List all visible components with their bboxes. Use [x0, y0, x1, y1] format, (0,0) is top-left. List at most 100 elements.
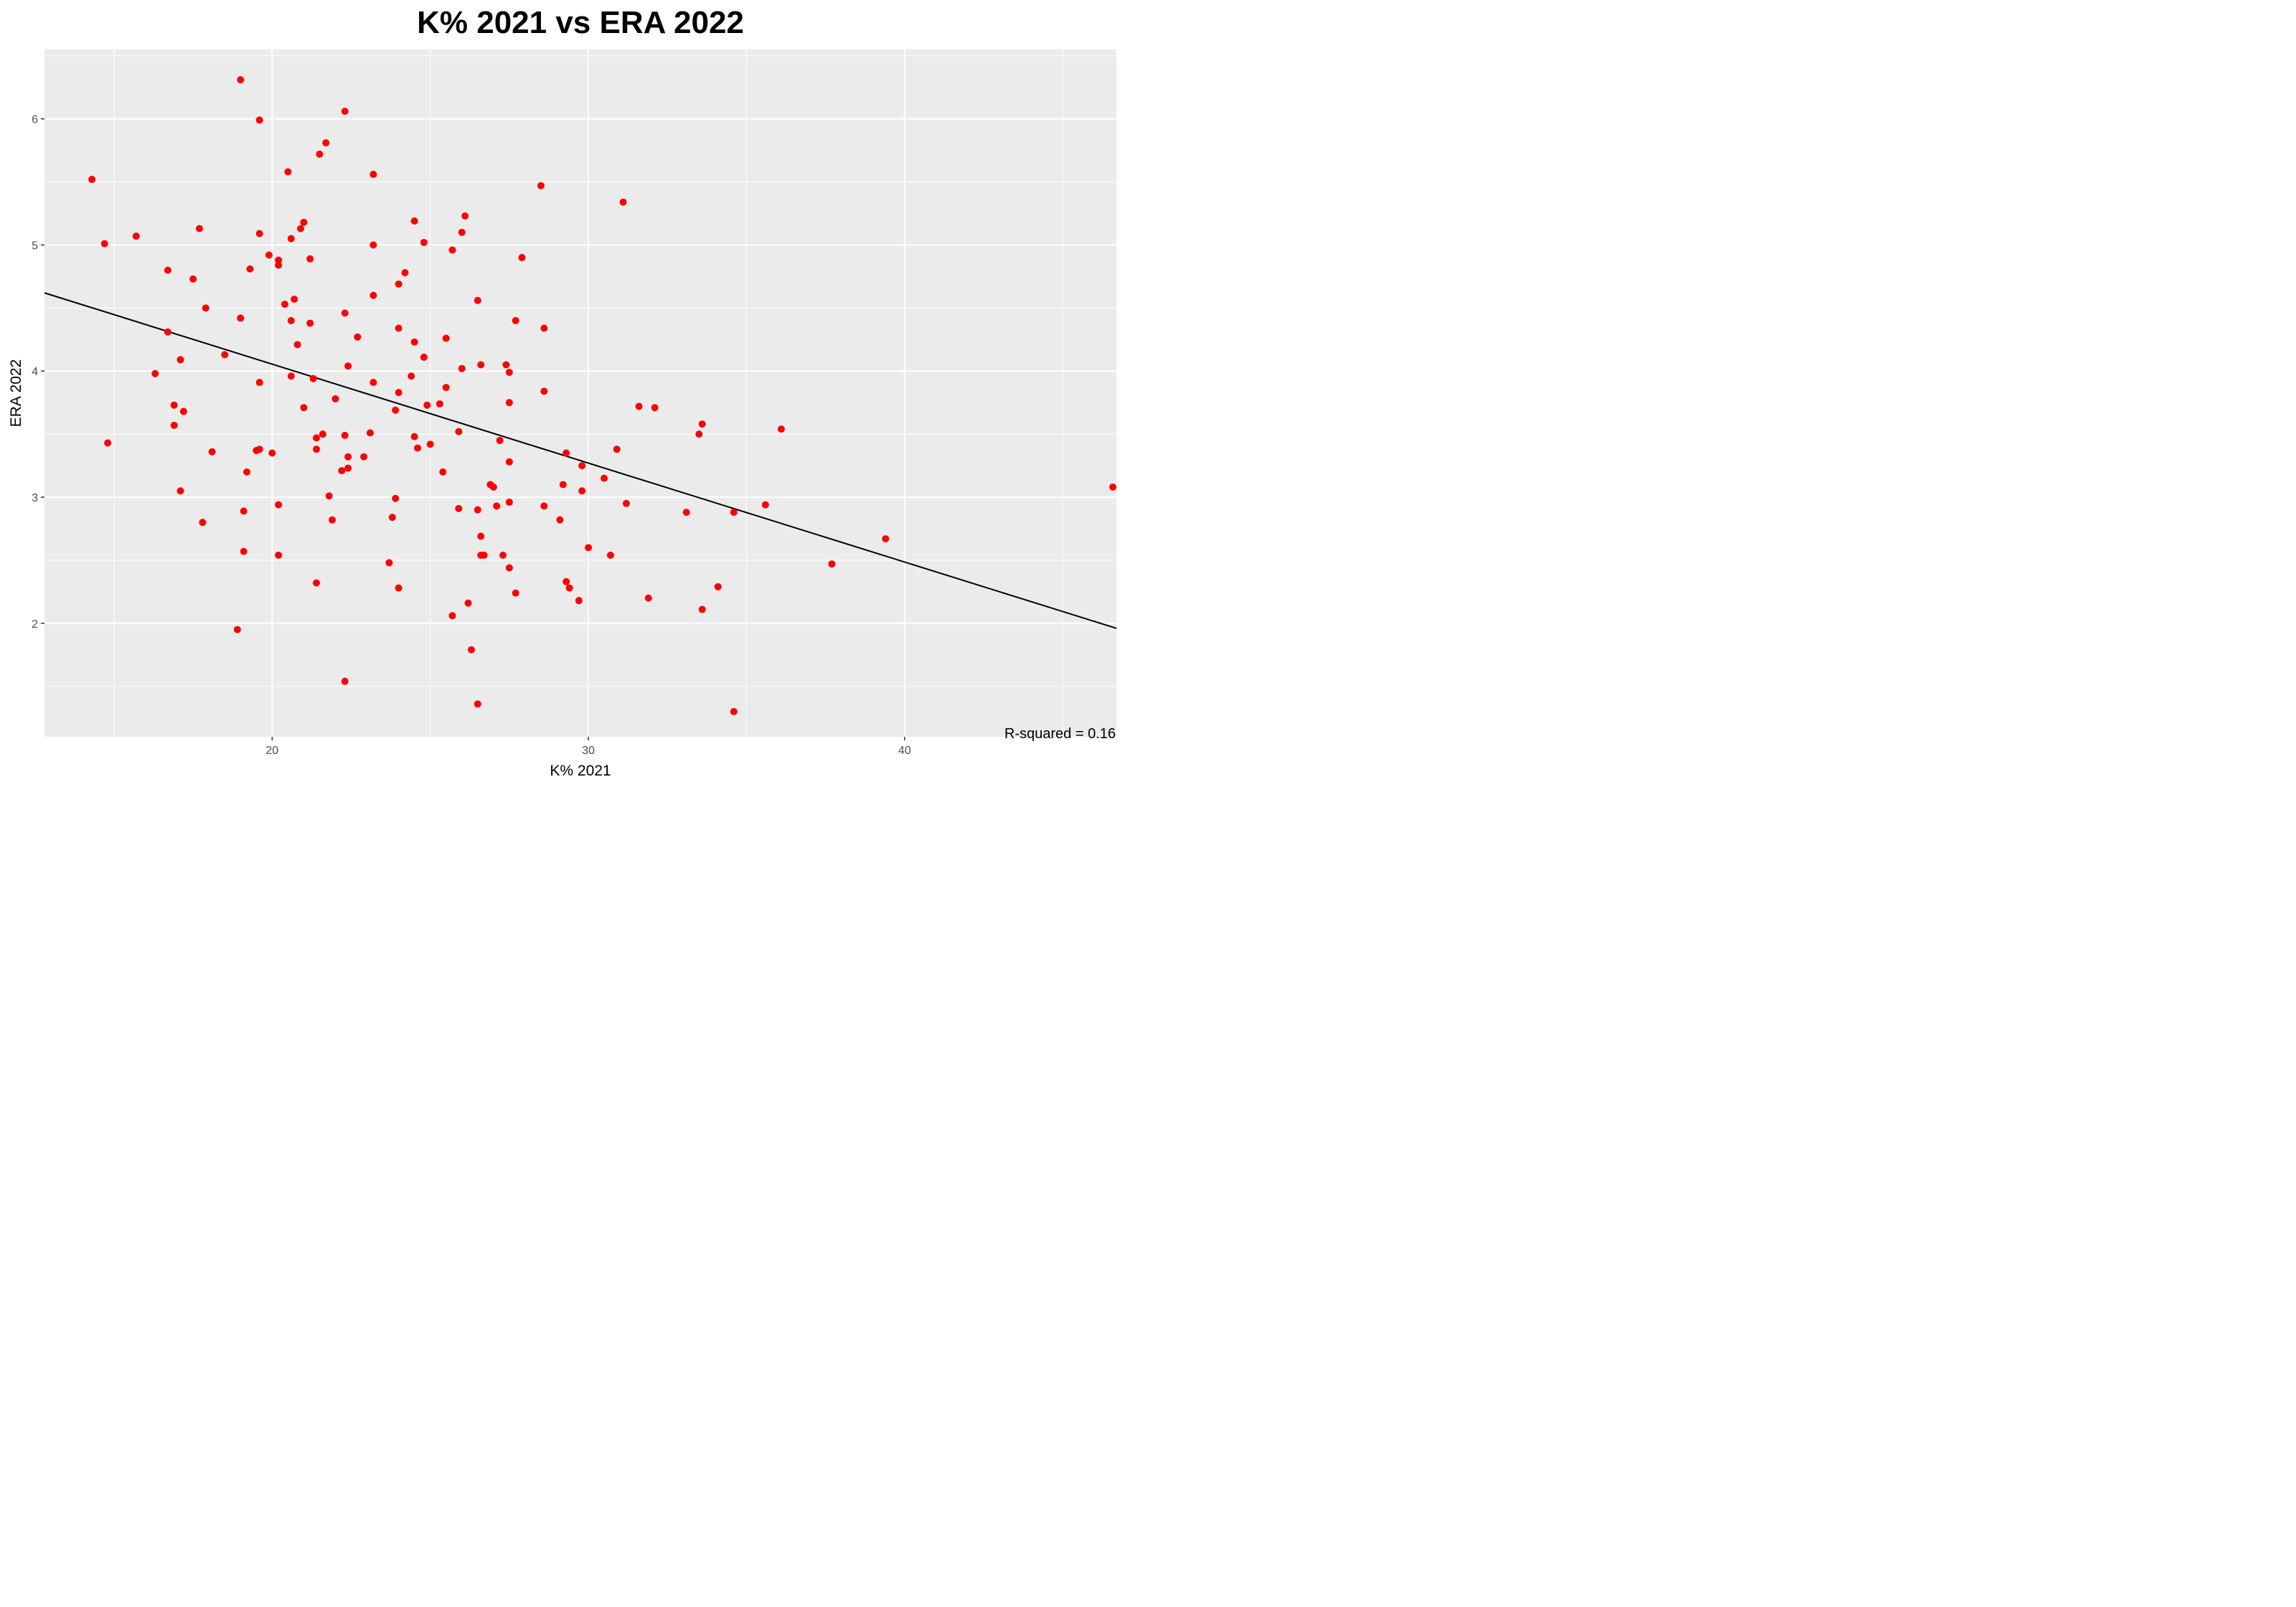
data-point [651, 404, 659, 411]
data-point [499, 552, 507, 559]
data-point [385, 559, 392, 566]
data-point [762, 501, 769, 509]
data-point [202, 304, 210, 311]
data-point [474, 506, 481, 514]
data-point [455, 428, 462, 435]
data-point [395, 389, 403, 396]
data-point [180, 407, 187, 415]
data-point [455, 505, 462, 512]
data-point [338, 467, 345, 474]
data-point [439, 468, 446, 476]
data-point [256, 230, 263, 237]
data-point [882, 535, 889, 542]
data-point [443, 335, 450, 342]
data-point [474, 700, 481, 707]
data-point [619, 199, 626, 206]
data-point [360, 453, 367, 461]
data-point [133, 232, 140, 240]
data-point [645, 595, 652, 602]
data-point [306, 255, 314, 263]
data-point [256, 446, 263, 453]
data-point [560, 481, 567, 488]
data-point [411, 339, 418, 346]
data-point [392, 407, 399, 414]
data-point [284, 169, 291, 176]
data-point [171, 422, 178, 429]
data-point [306, 319, 314, 326]
data-point [613, 446, 621, 453]
data-point [443, 384, 450, 391]
data-point [411, 433, 418, 440]
chart-title: K% 2021 vs ERA 2022 [417, 5, 744, 40]
data-point [164, 267, 171, 274]
data-point [240, 548, 248, 555]
data-point [300, 404, 307, 411]
data-point [275, 501, 282, 509]
data-point [294, 341, 301, 348]
data-point [408, 372, 415, 380]
data-point [370, 379, 377, 386]
data-point [367, 429, 374, 436]
data-point [316, 151, 323, 158]
data-point [288, 372, 295, 380]
data-point [268, 449, 276, 456]
data-point [313, 446, 320, 453]
data-point [389, 514, 396, 521]
data-point [101, 240, 108, 248]
y-axis-ticks: 23456 [32, 114, 44, 631]
data-point [189, 275, 197, 283]
data-point [177, 487, 184, 494]
data-point [88, 176, 95, 183]
data-point [411, 217, 418, 225]
data-point [221, 351, 228, 358]
data-point [344, 453, 352, 461]
data-point [506, 458, 513, 466]
data-point [427, 440, 434, 448]
data-point [636, 402, 643, 410]
data-point [331, 395, 339, 402]
data-point [540, 324, 547, 331]
data-point [506, 564, 513, 571]
data-point [477, 361, 484, 368]
data-point [256, 379, 263, 386]
data-point [342, 309, 349, 316]
data-point [164, 329, 171, 336]
data-point [518, 254, 525, 261]
x-tick-label: 20 [265, 745, 278, 757]
data-point [512, 317, 519, 324]
y-tick-label: 2 [32, 618, 38, 631]
x-tick-label: 30 [582, 745, 595, 757]
data-point [319, 430, 326, 438]
x-axis-title: K% 2021 [550, 763, 611, 779]
data-point [342, 678, 349, 685]
data-point [414, 444, 421, 451]
data-point [234, 626, 241, 633]
data-point [370, 292, 377, 299]
data-point [395, 324, 403, 331]
data-point [329, 517, 336, 524]
data-point [1109, 484, 1116, 491]
data-point [275, 552, 282, 559]
data-point [344, 465, 352, 472]
data-point [566, 585, 573, 592]
data-point [578, 487, 585, 494]
data-point [401, 269, 408, 276]
data-point [291, 296, 298, 303]
y-tick-label: 4 [32, 366, 38, 378]
data-point [423, 402, 430, 409]
data-point [730, 509, 738, 516]
data-point [281, 301, 288, 308]
data-point [490, 484, 497, 491]
data-point [288, 235, 295, 242]
data-point [370, 171, 377, 178]
data-point [392, 495, 399, 502]
data-point [699, 605, 706, 613]
data-point [171, 402, 178, 409]
chart-root: 20 30 40 2 3 4 5 6 K% 2021 vs ERA 2022 K% 2021… [0, 0, 1125, 787]
data-point [563, 449, 570, 456]
data-point [344, 362, 352, 369]
data-point [715, 583, 722, 590]
data-point [275, 262, 282, 269]
data-point [477, 533, 484, 540]
data-point [540, 387, 547, 395]
